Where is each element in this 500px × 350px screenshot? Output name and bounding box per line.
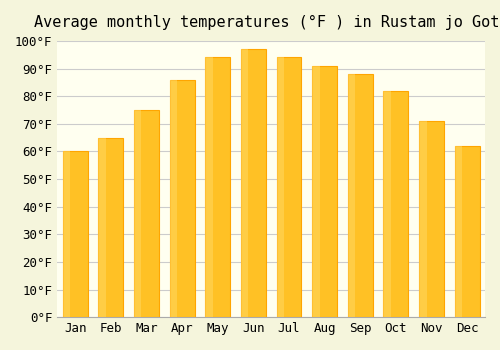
Bar: [170, 79, 177, 317]
Bar: [98, 138, 124, 317]
Bar: [348, 74, 356, 317]
Bar: [419, 121, 426, 317]
Bar: [454, 146, 479, 317]
Bar: [134, 110, 159, 317]
Bar: [241, 49, 248, 317]
Bar: [206, 57, 230, 317]
Bar: [348, 74, 372, 317]
Bar: [276, 57, 301, 317]
Bar: [419, 121, 444, 317]
Title: Average monthly temperatures (°F ) in Rustam jo Goth: Average monthly temperatures (°F ) in Ru…: [34, 15, 500, 30]
Bar: [384, 91, 391, 317]
Bar: [170, 79, 194, 317]
Bar: [134, 110, 141, 317]
Bar: [62, 152, 70, 317]
Bar: [384, 91, 408, 317]
Bar: [276, 57, 284, 317]
Bar: [206, 57, 212, 317]
Bar: [241, 49, 266, 317]
Bar: [454, 146, 462, 317]
Bar: [312, 66, 320, 317]
Bar: [98, 138, 106, 317]
Bar: [62, 152, 88, 317]
Bar: [312, 66, 337, 317]
